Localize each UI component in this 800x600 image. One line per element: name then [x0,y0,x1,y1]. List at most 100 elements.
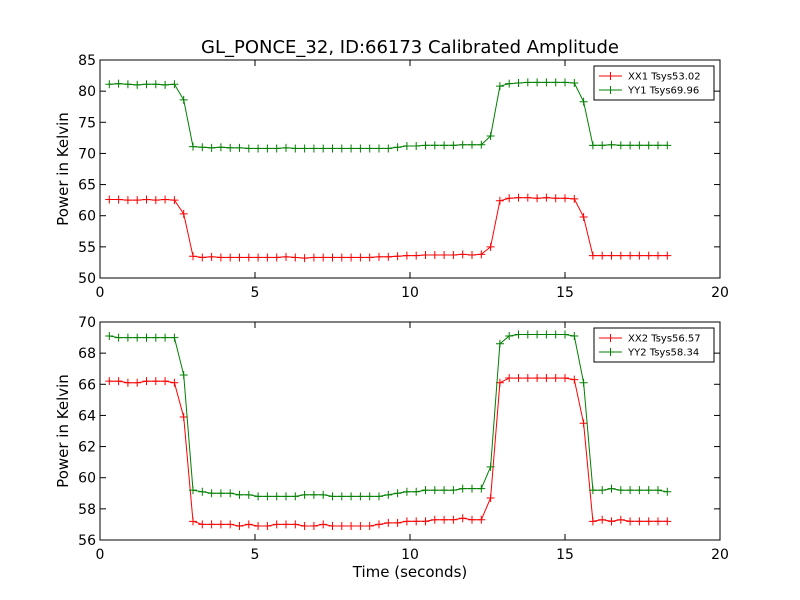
data-point [505,79,514,88]
y-tick-label: 85 [78,53,96,69]
data-point [663,487,672,496]
data-point [282,520,290,529]
data-point [179,209,188,218]
series-yy1-tsys69-96 [105,78,672,153]
data-point [644,251,653,260]
data-point [282,143,290,152]
x-tick-label: 5 [251,285,260,301]
data-point [523,330,532,339]
data-point [561,78,569,87]
data-point [328,144,337,153]
data-point [328,492,337,501]
legend-box [593,327,715,363]
data-point [654,486,662,495]
data-point [244,520,253,529]
data-point [468,484,476,493]
data-point [626,517,635,526]
data-point [356,253,365,262]
data-point [449,250,458,259]
data-point [244,490,253,499]
data-point [533,78,542,87]
data-point [300,254,309,263]
data-point [309,521,318,530]
data-point [440,250,449,259]
data-point [105,332,114,341]
y-tick-label: 55 [78,240,96,256]
data-point [161,333,170,342]
data-point [347,521,356,530]
data-point [263,144,272,153]
data-point [654,251,662,260]
data-point [142,377,151,386]
y-tick-label: 50 [78,271,96,287]
data-point [161,377,170,386]
data-point [309,253,318,262]
data-point [402,487,411,496]
data-point [114,377,123,386]
data-point [244,253,253,262]
data-point [402,517,411,526]
x-tick-label: 20 [711,547,729,563]
data-point [486,131,495,140]
data-point [486,462,495,471]
data-point [179,370,188,379]
x-tick-label: 10 [401,285,419,301]
data-point [375,252,383,261]
data-point [579,97,588,106]
data-point [235,143,244,152]
data-point [254,492,263,501]
data-point [514,193,523,202]
data-point [468,140,476,149]
data-point [347,144,356,153]
data-point [654,517,662,526]
data-point [542,330,551,339]
data-point [635,141,644,150]
data-point [179,412,188,421]
data-point [235,490,244,499]
data-point [151,377,160,386]
data-point [430,515,439,524]
chart-title: GL_PONCE_32, ID:66173 Calibrated Amplitu… [201,37,619,58]
series-xx2-tsys56-57 [105,374,672,530]
data-point [291,144,300,153]
data-point [607,251,616,260]
series-xx1-tsys53-02 [105,193,672,263]
data-point [468,515,476,524]
data-point [458,140,467,149]
data-point [626,141,635,150]
data-point [114,79,123,88]
y-tick-label: 60 [78,209,96,225]
data-point [142,195,151,204]
data-point [616,515,625,524]
data-point [570,79,579,88]
data-point [207,520,216,529]
data-point [635,251,644,260]
data-point [263,253,272,262]
data-point [300,490,309,499]
data-point [347,492,356,501]
data-point [616,251,625,260]
data-point [319,144,328,153]
data-point [375,144,383,153]
data-point [375,492,383,501]
data-point [254,144,263,153]
data-point [533,194,542,203]
x-tick-label: 20 [711,285,729,301]
data-point [356,521,365,530]
data-point [477,140,486,149]
y-axis-label: Power in Kelvin [54,112,72,226]
data-point [486,493,495,502]
data-point [449,486,458,495]
data-point [505,374,514,383]
data-point [626,251,635,260]
data-point [412,517,421,526]
data-point [393,518,402,527]
data-point [226,253,235,262]
data-point [421,250,430,259]
y-tick-label: 68 [78,346,96,362]
data-point [319,490,328,499]
data-point [495,339,504,348]
data-point [440,486,449,495]
data-point [133,378,142,387]
